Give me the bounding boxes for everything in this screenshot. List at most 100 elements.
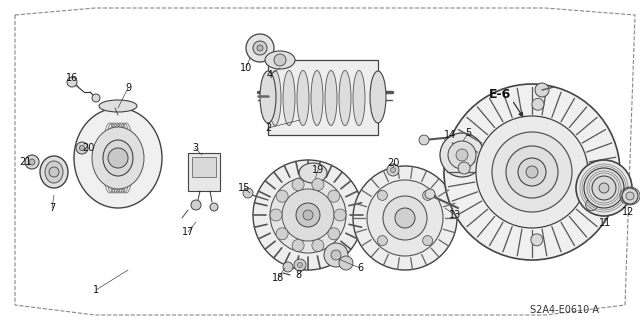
Ellipse shape [74,108,162,208]
Circle shape [532,98,544,110]
Circle shape [298,262,303,268]
Text: 7: 7 [49,203,55,213]
Circle shape [506,146,558,198]
Circle shape [390,167,396,172]
Circle shape [210,203,218,211]
Circle shape [312,239,324,252]
Circle shape [387,164,399,176]
Circle shape [270,177,346,253]
Circle shape [292,239,304,252]
Circle shape [456,149,468,161]
Text: S2A4-E0610 A: S2A4-E0610 A [531,305,600,315]
Ellipse shape [325,70,337,125]
Text: 16: 16 [66,73,78,83]
Circle shape [282,189,334,241]
Circle shape [378,190,387,200]
Text: 17: 17 [182,227,194,237]
Ellipse shape [269,70,281,125]
Ellipse shape [353,70,365,125]
Text: 11: 11 [599,218,611,228]
Ellipse shape [283,70,295,125]
Circle shape [296,203,320,227]
Circle shape [378,236,387,246]
Circle shape [334,209,346,221]
Circle shape [626,192,634,200]
Ellipse shape [297,70,309,125]
Circle shape [395,208,415,228]
Circle shape [576,160,632,216]
Ellipse shape [265,51,295,69]
Circle shape [328,228,340,240]
Circle shape [422,190,433,200]
Circle shape [253,160,363,270]
Text: 15: 15 [238,183,250,193]
Text: 8: 8 [295,270,301,280]
Circle shape [419,135,429,145]
Text: 20: 20 [387,158,399,168]
Circle shape [422,236,433,246]
Text: 5: 5 [465,128,471,138]
Circle shape [274,54,286,66]
Circle shape [367,180,443,256]
Text: 9: 9 [125,83,131,93]
Circle shape [599,183,609,193]
Ellipse shape [45,161,63,183]
Text: 20: 20 [82,143,94,153]
Circle shape [324,243,348,267]
Text: 14: 14 [444,130,456,140]
Circle shape [191,200,201,210]
Ellipse shape [339,70,351,125]
Text: 3: 3 [192,143,198,153]
Ellipse shape [311,70,323,125]
Circle shape [29,159,35,165]
Circle shape [243,188,253,198]
Text: 21: 21 [19,157,31,167]
Ellipse shape [370,71,386,123]
Circle shape [458,162,470,174]
Circle shape [425,189,435,199]
Circle shape [303,210,313,220]
Text: 10: 10 [240,63,252,73]
Bar [188,153,220,191]
Circle shape [535,83,549,97]
Circle shape [331,250,341,260]
Ellipse shape [260,71,276,123]
Circle shape [108,148,128,168]
Circle shape [592,176,616,200]
Circle shape [257,45,263,51]
Text: 1: 1 [93,285,99,295]
Circle shape [584,168,624,208]
Text: 18: 18 [272,273,284,283]
Circle shape [353,166,457,270]
Ellipse shape [92,127,144,189]
Bar [192,157,216,177]
Ellipse shape [99,100,137,112]
Circle shape [492,132,572,212]
Circle shape [312,179,324,191]
Text: E-6: E-6 [489,89,511,101]
Circle shape [586,199,598,211]
Circle shape [294,259,306,271]
Circle shape [270,209,282,221]
Circle shape [76,142,88,154]
Circle shape [531,234,543,246]
Circle shape [476,116,588,228]
Circle shape [246,34,274,62]
Bar [268,60,378,135]
Text: 19: 19 [312,165,324,175]
Circle shape [292,179,304,191]
Circle shape [440,133,484,177]
Ellipse shape [103,140,133,176]
Text: 4: 4 [267,70,273,80]
Text: 2: 2 [265,123,271,133]
Circle shape [276,228,288,240]
Circle shape [328,190,340,202]
Circle shape [49,167,59,177]
Circle shape [448,141,476,169]
Circle shape [276,190,288,202]
Circle shape [444,84,620,260]
Text: 6: 6 [357,263,363,273]
Ellipse shape [299,163,327,183]
Circle shape [383,196,427,240]
Circle shape [283,262,293,272]
